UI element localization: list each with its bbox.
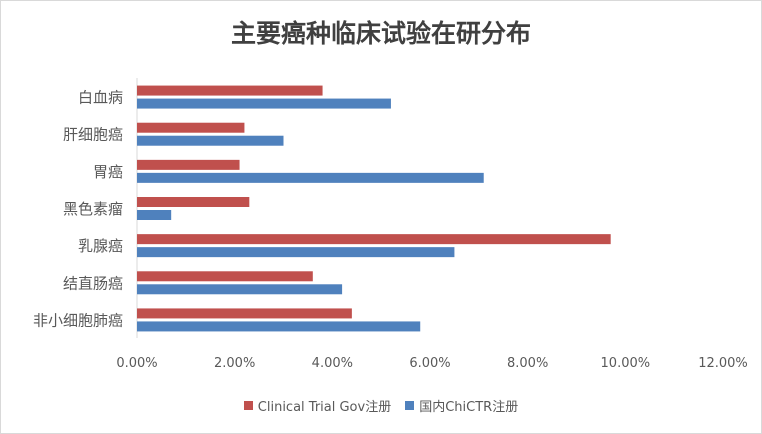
x-tick-label: 12.00% [698, 356, 748, 371]
bar-chictr [137, 172, 484, 183]
bar-chictr [137, 98, 391, 109]
bar-chictr [137, 247, 455, 258]
category-label: 白血病 [78, 89, 123, 107]
category-label: 非小细胞肺癌 [33, 311, 123, 329]
bar-clinicaltrials [137, 234, 611, 245]
bar-clinicaltrials [137, 159, 240, 170]
x-tick-label: 10.00% [601, 356, 651, 371]
bar-clinicaltrials [137, 308, 352, 319]
legend-swatch-blue [405, 401, 415, 410]
x-tick-label: 6.00% [409, 356, 450, 371]
bar-chictr [137, 135, 284, 146]
bar-chictr [137, 284, 343, 295]
bar-chictr [137, 321, 421, 332]
bar-clinicaltrials [137, 85, 323, 96]
bar-clinicaltrials [137, 271, 313, 282]
category-label: 胃癌 [93, 163, 123, 181]
chart-title: 主要癌种临床试验在研分布 [230, 19, 531, 48]
bar-chictr [137, 210, 172, 220]
legend-item-chictr: 国内ChiCTR注册 [405, 396, 518, 415]
legend-label: 国内ChiCTR注册 [419, 400, 519, 415]
category-label: 乳腺癌 [78, 237, 123, 255]
legend-label: Clinical Trial Gov注册 [257, 400, 392, 415]
x-tick-label: 0.00% [116, 356, 157, 371]
legend-swatch-red [243, 401, 253, 410]
category-label: 黑色素瘤 [63, 200, 123, 218]
category-label: 结直肠癌 [63, 274, 123, 292]
x-tick-label: 8.00% [507, 356, 548, 371]
x-tick-label: 2.00% [214, 356, 255, 371]
legend: Clinical Trial Gov注册 国内ChiCTR注册 [0, 396, 762, 415]
bar-clinicaltrials [137, 197, 250, 207]
category-label: 肝细胞癌 [63, 126, 123, 144]
legend-item-clinicaltrials: Clinical Trial Gov注册 [243, 396, 392, 415]
x-tick-label: 4.00% [312, 356, 353, 371]
bar-clinicaltrials [137, 122, 245, 133]
